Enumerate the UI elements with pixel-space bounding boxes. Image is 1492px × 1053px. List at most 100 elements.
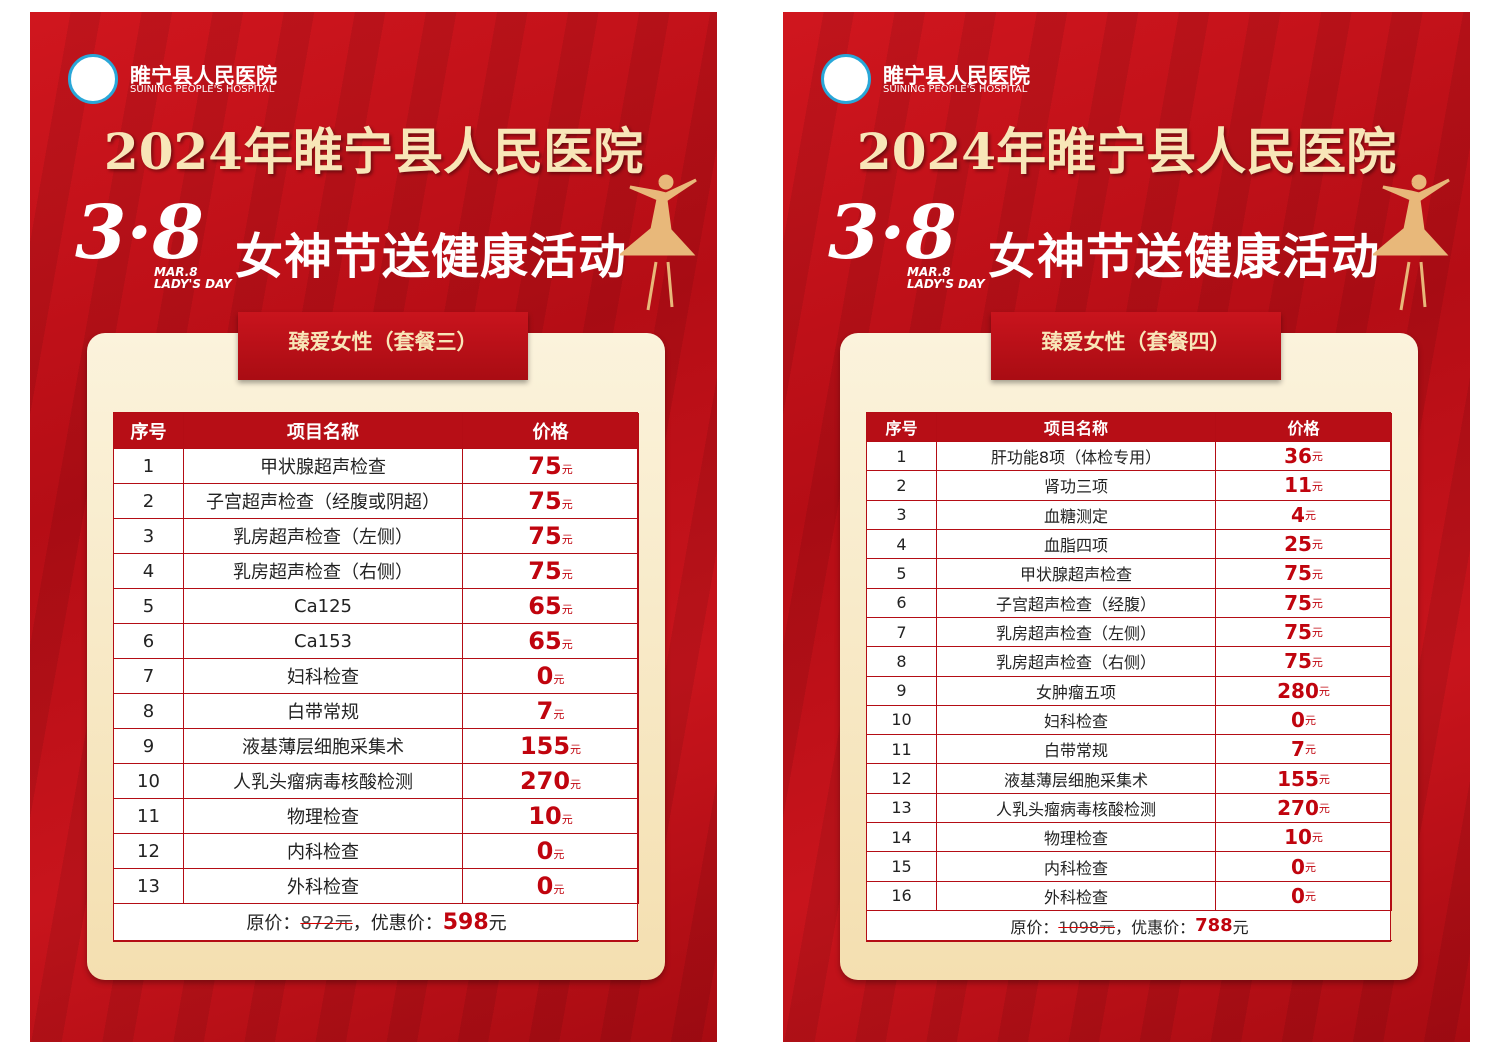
poster: 睢宁县人民医院 SUINING PEOPLE'S HOSPITAL 2024年睢宁县…	[783, 12, 1470, 1042]
row-number: 9	[114, 729, 184, 764]
item-name: 女肿瘤五项	[937, 676, 1216, 706]
title: 2024年睢宁县人民医院	[856, 122, 1397, 181]
footer: 原价： 1098元 ，优惠价： 788 元	[867, 911, 1392, 941]
item-name: 肾功三项	[937, 471, 1216, 501]
price-cell: 36 元	[1216, 442, 1392, 472]
price: 155	[519, 732, 571, 760]
dancer-icon	[1373, 174, 1450, 311]
discount-label: ，优惠价：	[1115, 917, 1196, 937]
table-header: 序号	[867, 413, 937, 442]
item-name: 血糖测定	[937, 500, 1216, 530]
price-unit: 元	[561, 463, 573, 476]
item-name: 内科检查	[184, 834, 463, 869]
price-unit: 元	[1311, 538, 1323, 552]
discount-price: 788	[1195, 915, 1233, 936]
price: 75	[528, 487, 562, 515]
price: 36	[1284, 444, 1312, 469]
price-unit: 元	[1318, 802, 1330, 816]
price-unit: 元	[553, 708, 565, 721]
hospital-name: 睢宁县人民医院	[130, 64, 277, 88]
item-name: 人乳头瘤病毒核酸检测	[937, 793, 1216, 824]
row-number: 6	[867, 588, 937, 618]
event-number: 3·8	[828, 190, 957, 276]
price: 0	[1291, 883, 1305, 908]
item-name: Ca125	[184, 589, 463, 624]
table-header: 价格	[463, 413, 639, 449]
price-cell: 280 元	[1216, 676, 1392, 706]
price-unit: 元	[1311, 626, 1323, 640]
price-cell: 25 元	[1216, 529, 1392, 560]
item-name: 物理检查	[184, 799, 463, 834]
price-unit: 元	[1318, 684, 1330, 698]
logo	[68, 54, 118, 104]
price-cell: 65 元	[463, 624, 639, 659]
price-unit: 元	[570, 778, 582, 791]
price: 65	[528, 592, 562, 620]
table-header: 价格	[1216, 413, 1392, 442]
item-name: 子宫超声检查（经腹或阴超）	[184, 484, 463, 519]
price-unit: 元	[553, 848, 565, 861]
price: 4	[1291, 502, 1305, 527]
footer: 原价： 872元 ，优惠价： 598 元	[114, 904, 639, 941]
row-number: 6	[114, 624, 184, 659]
price: 0	[536, 837, 554, 865]
item-name: 外科检查	[937, 881, 1216, 911]
price-cell: 65 元	[463, 589, 639, 624]
price-unit: 元	[1304, 890, 1316, 903]
price-unit: 元	[553, 883, 565, 896]
item-name: 甲状腺超声检查	[184, 449, 463, 484]
event-title: 女神节送健康活动	[988, 229, 1381, 285]
price: 10	[528, 802, 562, 830]
hospital-name-en: SUINING PEOPLE'S HOSPITAL	[883, 84, 1028, 95]
price: 75	[1284, 561, 1312, 586]
row-number: 11	[114, 799, 184, 834]
row-number: 1	[867, 442, 937, 472]
item-name: Ca153	[184, 624, 463, 659]
price-unit: 元	[1311, 567, 1323, 581]
original-price: 1098元	[1058, 917, 1116, 937]
row-number: 5	[114, 589, 184, 624]
event-title: 女神节送健康活动	[235, 229, 628, 285]
price-cell: 75 元	[463, 449, 639, 484]
table-header: 项目名称	[184, 413, 463, 449]
price-cell: 10 元	[463, 799, 639, 834]
price-unit: 元	[1304, 714, 1316, 728]
item-name: 白带常规	[184, 694, 463, 729]
hospital-name: 睢宁县人民医院	[883, 64, 1030, 88]
price-cell: 155 元	[463, 729, 639, 764]
item-name: 液基薄层细胞采集术	[184, 729, 463, 764]
price: 270	[519, 767, 571, 795]
price-unit: 元	[1311, 831, 1323, 845]
original-label: 原价：	[1010, 917, 1059, 937]
price: 75	[528, 522, 562, 550]
price: 270	[1277, 795, 1319, 820]
price: 155	[1277, 766, 1319, 791]
event-number: 3·8	[75, 190, 204, 276]
discount-label: ，优惠价：	[352, 913, 443, 934]
original-label: 原价：	[246, 913, 301, 934]
item-name: 子宫超声检查（经腹）	[937, 588, 1216, 618]
price: 11	[1284, 473, 1312, 498]
price-cell: 75 元	[1216, 559, 1392, 589]
row-number: 16	[867, 881, 937, 911]
event-date-block: MAR.8 LADY'S DAY	[154, 266, 232, 290]
event-day: LADY'S DAY	[907, 277, 985, 291]
row-number: 5	[867, 559, 937, 589]
price-unit: 元	[561, 638, 573, 651]
item-name: 肝功能8项（体检专用）	[937, 442, 1216, 472]
row-number: 13	[114, 869, 184, 904]
row-number: 4	[867, 529, 937, 560]
price-cell: 75 元	[463, 484, 639, 519]
hospital-name-en: SUINING PEOPLE'S HOSPITAL	[130, 84, 275, 95]
price-unit: 元	[561, 498, 573, 511]
price-cell: 10 元	[1216, 823, 1392, 853]
item-name: 乳房超声检查（右侧）	[937, 647, 1216, 677]
price-table: 序号 项目名称 价格 1 肝功能8项（体检专用） 36 元 2 肾功三项 11 元 3 血糖测定 4 元 4 血…	[866, 412, 1392, 942]
row-number: 12	[114, 834, 184, 869]
